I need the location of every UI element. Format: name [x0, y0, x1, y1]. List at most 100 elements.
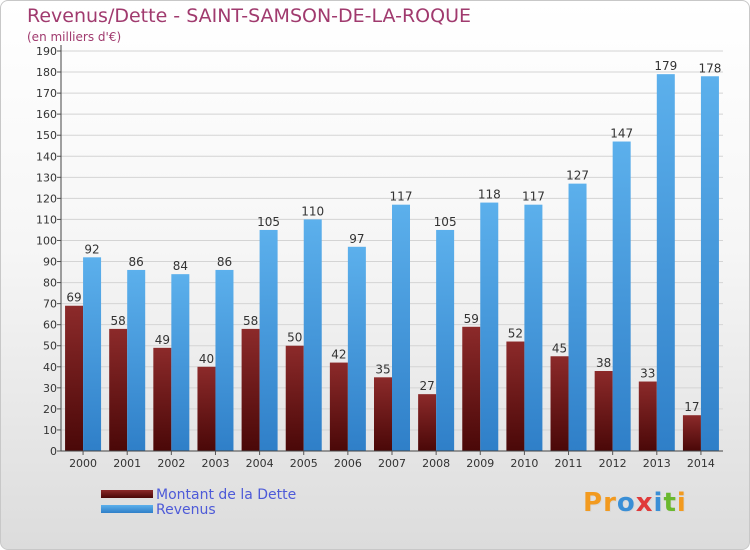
bar-debt [285, 345, 304, 451]
data-label-debt: 52 [508, 327, 523, 341]
logo-letter: r [603, 488, 617, 518]
bar-debt [594, 371, 613, 451]
y-tick-label: 50 [43, 340, 57, 353]
data-label-revenus: 179 [654, 59, 677, 73]
data-label-revenus: 127 [566, 169, 589, 183]
legend-swatch-debt [101, 490, 153, 498]
x-tick-label: 2004 [246, 457, 274, 470]
bar-revenus [303, 219, 322, 451]
bar-debt [153, 347, 172, 451]
y-tick-label: 40 [43, 361, 57, 374]
logo-letter: o [616, 488, 636, 518]
data-label-debt: 58 [243, 314, 258, 328]
y-tick-label: 100 [36, 234, 57, 247]
data-label-revenus: 86 [217, 255, 232, 269]
logo-letter: x [635, 488, 654, 518]
bar-debt [506, 341, 525, 451]
y-tick-label: 30 [43, 382, 57, 395]
y-tick-label: 190 [36, 45, 57, 58]
data-label-revenus: 117 [390, 190, 413, 204]
data-label-debt: 35 [375, 362, 390, 376]
x-tick-label: 2009 [466, 457, 494, 470]
logo-letter: i [653, 488, 664, 518]
bar-revenus [127, 269, 146, 451]
bar-revenus [259, 229, 278, 451]
chart-subtitle: (en milliers d'€) [27, 30, 122, 44]
x-tick-label: 2007 [378, 457, 406, 470]
bar-revenus [171, 274, 190, 451]
x-tick-label: 2014 [687, 457, 715, 470]
logo-letter: i [676, 488, 687, 518]
data-label-debt: 40 [199, 352, 214, 366]
chart-title: Revenus/Dette - SAINT-SAMSON-DE-LA-ROQUE [27, 5, 472, 27]
bar-revenus [612, 141, 631, 452]
bar-debt [65, 305, 84, 451]
y-tick-label: 20 [43, 403, 57, 416]
bar-debt [241, 328, 260, 451]
bar-revenus [215, 269, 234, 451]
bar-revenus [436, 229, 455, 451]
data-label-revenus: 92 [84, 242, 99, 256]
x-tick-label: 2011 [555, 457, 583, 470]
legend-label-debt: Montant de la Dette [156, 487, 297, 503]
bar-revenus [83, 257, 102, 451]
bar-revenus [700, 76, 719, 452]
bar-debt [329, 362, 348, 451]
y-tick-label: 140 [36, 150, 57, 163]
x-tick-label: 2005 [290, 457, 318, 470]
bar-revenus [392, 204, 410, 451]
y-tick-label: 80 [43, 277, 57, 290]
data-label-revenus: 117 [522, 190, 545, 204]
bar-debt [197, 366, 216, 451]
bar-revenus [656, 74, 675, 451]
data-label-debt: 50 [287, 331, 302, 345]
data-label-revenus: 147 [610, 127, 633, 141]
proxiti-logo: Proxiti [583, 488, 687, 518]
y-tick-label: 160 [36, 108, 57, 121]
bar-revenus [524, 204, 543, 451]
y-tick-label: 150 [36, 129, 57, 142]
bar-debt [109, 328, 128, 451]
x-tick-label: 2000 [69, 457, 97, 470]
x-tick-label: 2010 [510, 457, 538, 470]
data-label-revenus: 118 [478, 188, 501, 202]
bar-debt [638, 381, 657, 451]
logo-letter: P [583, 488, 604, 518]
data-label-debt: 27 [419, 379, 434, 393]
x-tick-label: 2013 [643, 457, 671, 470]
bar-revenus [568, 183, 587, 451]
data-label-debt: 33 [640, 367, 655, 381]
data-label-debt: 17 [684, 400, 699, 414]
x-tick-label: 2001 [113, 457, 141, 470]
data-label-revenus: 178 [698, 61, 721, 75]
data-label-revenus: 105 [434, 215, 457, 229]
bar-revenus [347, 246, 366, 451]
y-tick-label: 90 [43, 256, 57, 269]
y-tick-label: 120 [36, 192, 57, 205]
data-label-revenus: 97 [349, 232, 364, 246]
bar-debt [550, 356, 569, 451]
y-tick-label: 60 [43, 319, 57, 332]
data-label-debt: 69 [66, 291, 81, 305]
legend-swatch-revenus [101, 505, 153, 513]
data-label-debt: 45 [552, 341, 567, 355]
x-tick-label: 2008 [422, 457, 450, 470]
y-tick-label: 70 [43, 298, 57, 311]
data-label-debt: 49 [155, 333, 170, 347]
y-tick-label: 10 [43, 424, 57, 437]
y-tick-label: 0 [50, 445, 57, 458]
data-label-revenus: 86 [129, 255, 144, 269]
y-tick-label: 180 [36, 66, 57, 79]
y-tick-label: 170 [36, 87, 57, 100]
bar-debt [374, 377, 392, 451]
logo-letter: t [663, 488, 677, 518]
data-label-revenus: 110 [301, 204, 324, 218]
legend-label-revenus: Revenus [156, 502, 216, 518]
data-label-debt: 58 [111, 314, 126, 328]
data-label-debt: 59 [464, 312, 479, 326]
data-label-revenus: 84 [173, 259, 188, 273]
data-label-debt: 38 [596, 356, 611, 370]
bar-debt [462, 326, 481, 451]
y-tick-label: 130 [36, 171, 57, 184]
